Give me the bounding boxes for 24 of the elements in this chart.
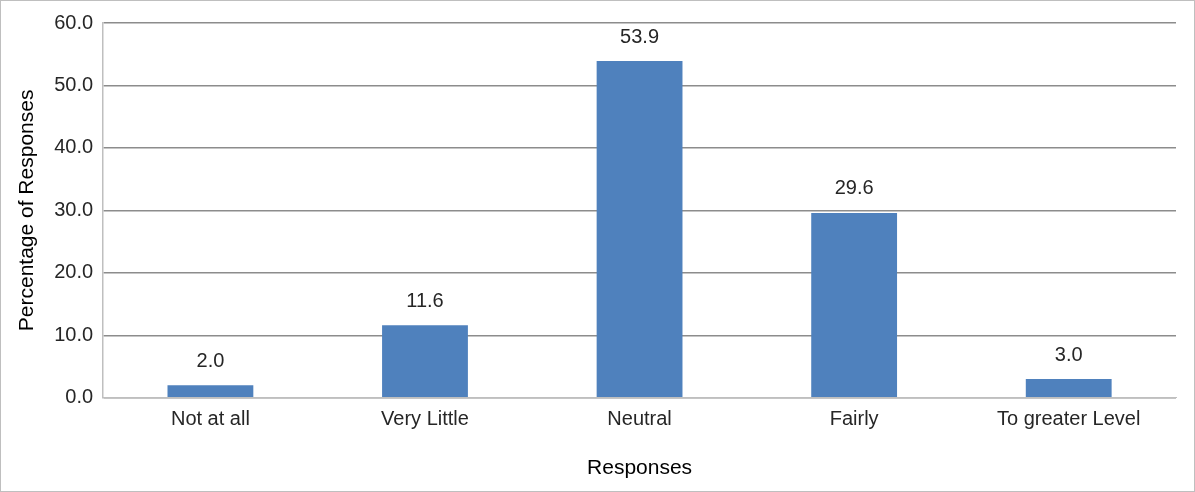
- x-axis-title: Responses: [587, 455, 693, 479]
- data-label: 2.0: [196, 348, 225, 371]
- y-tick-label: 10.0: [54, 322, 94, 345]
- y-tick-label: 30.0: [54, 197, 94, 220]
- y-tick-label: 50.0: [54, 72, 94, 95]
- bar: [382, 325, 468, 398]
- data-label: 29.6: [834, 176, 874, 199]
- bar: [167, 385, 254, 398]
- x-tick-label: Neutral: [607, 407, 672, 430]
- bar: [1025, 379, 1112, 398]
- x-tick-label: Very Little: [381, 407, 469, 430]
- y-tick-label: 0.0: [65, 385, 94, 408]
- data-label: 3.0: [1054, 342, 1083, 365]
- x-tick-label: Fairly: [829, 407, 879, 430]
- data-label: 53.9: [620, 24, 660, 47]
- y-tick-label: 60.0: [54, 10, 94, 33]
- x-tick-label: To greater Level: [997, 407, 1141, 430]
- y-axis-title: Percentage of Responses: [14, 89, 38, 332]
- x-tick-label: Not at all: [170, 407, 250, 430]
- bar: [811, 212, 898, 398]
- y-tick-label: 20.0: [54, 260, 94, 283]
- bar: [596, 61, 683, 398]
- y-tick-label: 40.0: [54, 135, 94, 158]
- data-label: 11.6: [406, 288, 444, 311]
